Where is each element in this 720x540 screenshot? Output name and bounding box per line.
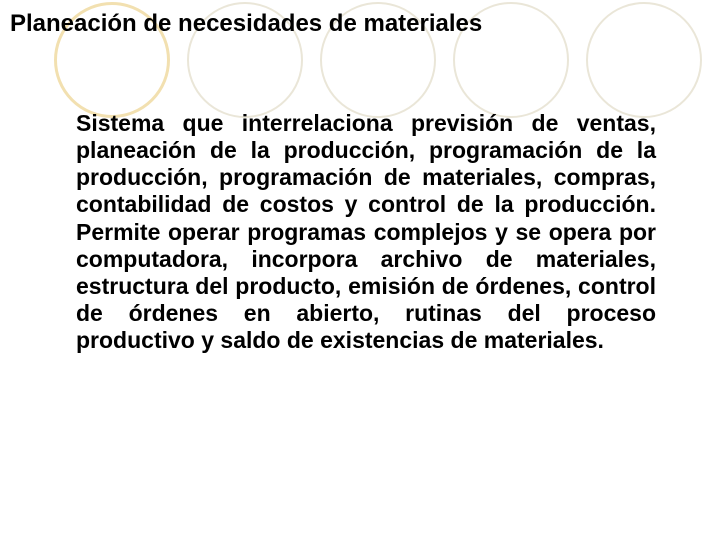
slide-body: Sistema que interrelaciona previsión de … xyxy=(76,110,656,354)
slide-title: Planeación de necesidades de materiales xyxy=(10,10,710,38)
